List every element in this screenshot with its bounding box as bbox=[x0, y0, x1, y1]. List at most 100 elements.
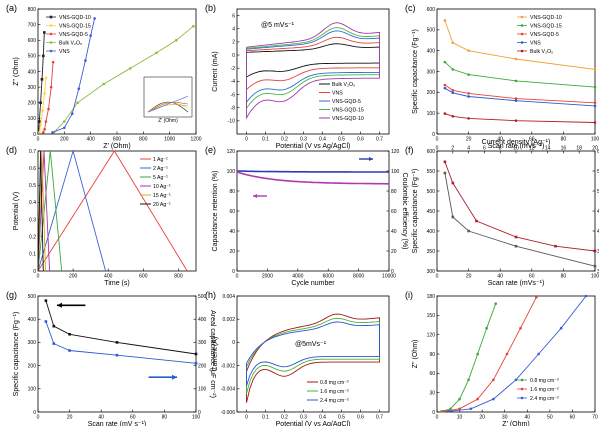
x-tick-label: 400 bbox=[104, 274, 113, 280]
y-tick-label: 200 bbox=[427, 90, 436, 96]
y-tick-label: 450 bbox=[427, 209, 436, 215]
x-tick-label: 0 bbox=[245, 415, 248, 421]
data-point bbox=[442, 410, 446, 413]
x-tick-label: 0.2 bbox=[281, 415, 288, 421]
legend-marker bbox=[520, 32, 524, 36]
data-point bbox=[467, 117, 470, 120]
plot-frame bbox=[436, 295, 596, 413]
x-tick-label: 30 bbox=[502, 415, 508, 421]
cv-loop-0 bbox=[246, 43, 380, 78]
legend-label: VNS-GQD-15 bbox=[332, 107, 364, 113]
legend-label: 15 Ag⁻¹ bbox=[153, 193, 171, 199]
y-tick-label: -2 bbox=[231, 66, 236, 72]
data-point bbox=[51, 131, 54, 134]
data-point bbox=[467, 95, 470, 98]
y-tick-label: 500 bbox=[28, 54, 37, 60]
x-tick-label: 20 bbox=[479, 415, 485, 421]
data-point bbox=[469, 407, 473, 411]
x-tick-label: 0.1 bbox=[262, 137, 269, 143]
series-line-0 bbox=[441, 303, 497, 412]
y-tick-label: 300 bbox=[28, 340, 37, 346]
gcd-curve-3 bbox=[37, 150, 51, 272]
x-tick-label: 10000 bbox=[382, 274, 396, 280]
y-axis-label: Specific capacitance (Fg⁻¹) bbox=[412, 29, 419, 114]
y2-tick-label: 300 bbox=[198, 340, 207, 346]
y-tick-label: 90 bbox=[429, 352, 435, 358]
panel-d: 0 200 400 600 800 0 0.1 0.2 0.3 0.4 0.5 0.6 0.7 Time … bbox=[6, 145, 197, 287]
plot-frame bbox=[236, 8, 390, 135]
x-tick-label: 60 bbox=[130, 415, 136, 421]
data-point bbox=[593, 85, 597, 89]
panel-label: (i) bbox=[405, 290, 413, 300]
data-point bbox=[449, 407, 452, 411]
y-tick-label: 0.1 bbox=[29, 252, 36, 258]
legend-label: VNS-GQD-15 bbox=[59, 23, 91, 29]
x2-tick-label: 20 bbox=[592, 146, 598, 152]
data-point bbox=[467, 73, 470, 76]
legend-label: 2.4 mg cm⁻² bbox=[530, 396, 559, 402]
y2-tick-label: 200 bbox=[198, 363, 207, 369]
y2-tick-label: 80 bbox=[391, 189, 397, 195]
y-tick-label: 0.3 bbox=[29, 217, 36, 223]
series-line-1 bbox=[45, 321, 197, 364]
data-point bbox=[451, 181, 455, 185]
x-tick-label: 0 bbox=[436, 415, 439, 421]
y-tick-label: 600 bbox=[427, 149, 436, 155]
x-tick-label: 60 bbox=[570, 415, 576, 421]
data-point bbox=[77, 87, 81, 90]
data-point bbox=[446, 410, 450, 413]
y-tick-label: 0.6 bbox=[29, 166, 36, 172]
legend-label: Bulk V₂O₅ bbox=[59, 40, 82, 46]
data-point bbox=[39, 101, 42, 105]
legend-label: VNS-GQD-5 bbox=[530, 32, 559, 38]
y-tick-label: 0.4 bbox=[29, 200, 36, 206]
y-tick-label: 100 bbox=[28, 387, 37, 393]
legend-marker bbox=[49, 24, 53, 27]
data-point bbox=[494, 302, 497, 306]
plot-frame bbox=[436, 150, 596, 272]
panel-label: (b) bbox=[205, 3, 216, 13]
y-tick-label: 0.002 bbox=[222, 317, 235, 323]
data-point bbox=[458, 397, 461, 401]
x-tick-label: 0 bbox=[37, 137, 40, 143]
x-tick-label: 800 bbox=[174, 274, 183, 280]
data-point bbox=[44, 120, 48, 123]
data-point bbox=[63, 120, 66, 123]
y2-tick-label: 400 bbox=[198, 317, 207, 323]
x-tick-label: 200 bbox=[69, 274, 78, 280]
legend-label: Bulk V₂O₅ bbox=[332, 82, 355, 88]
series-line-0 bbox=[444, 172, 596, 267]
data-point bbox=[467, 378, 470, 382]
data-point bbox=[451, 68, 455, 71]
x-tick-label: 60 bbox=[529, 274, 535, 280]
x-axis-label: Cycle number bbox=[291, 280, 335, 287]
x-axis-label: Scan rate (mVs⁻¹) bbox=[488, 280, 545, 287]
legend-marker bbox=[520, 378, 524, 382]
legend-label: 1 Ag⁻¹ bbox=[153, 157, 168, 163]
legend-marker bbox=[49, 15, 53, 19]
x-tick-label: 80 bbox=[561, 137, 567, 143]
data-point bbox=[514, 235, 518, 239]
scan-rate-annotation: @5mVs⁻¹ bbox=[295, 341, 327, 348]
data-point bbox=[519, 326, 522, 330]
x-tick-label: 40 bbox=[98, 415, 104, 421]
data-point bbox=[41, 54, 45, 58]
legend-label: 1.6 mg cm⁻² bbox=[530, 387, 559, 393]
data-point bbox=[514, 244, 518, 248]
legend-label: 0.8 mg cm⁻² bbox=[530, 378, 559, 384]
y-tick-label: 500 bbox=[28, 294, 37, 300]
x-tick-label: 0.2 bbox=[281, 137, 288, 143]
panel-label: (f) bbox=[405, 145, 414, 155]
x-tick-label: 0.3 bbox=[300, 415, 307, 421]
data-point bbox=[44, 76, 48, 80]
data-point bbox=[451, 88, 455, 92]
y-tick-label: 300 bbox=[28, 85, 37, 91]
panel-label: (g) bbox=[6, 290, 17, 300]
x-tick-label: 0.5 bbox=[338, 137, 345, 143]
x-tick-label: 60 bbox=[529, 137, 535, 143]
y-tick-label: 60 bbox=[429, 371, 435, 377]
y-tick-label: 180 bbox=[427, 294, 436, 300]
x2-tick-label: 4 bbox=[467, 146, 470, 152]
